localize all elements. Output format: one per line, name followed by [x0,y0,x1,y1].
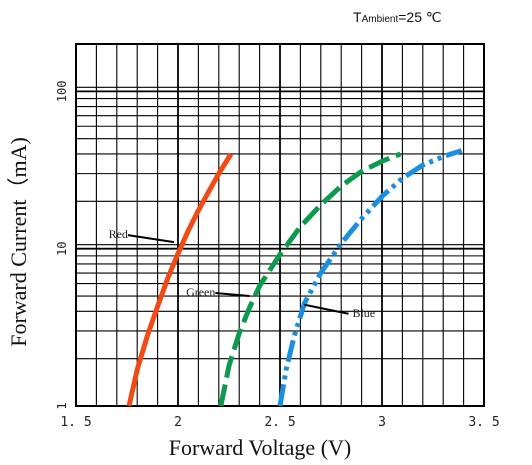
annotation-leader-red [127,234,175,244]
annotations: Red Green Blue [109,227,376,320]
x-axis-title: Forward Voltage (V) [169,435,352,460]
x-tick-labels: 1. 5 2 2. 5 3 3. 5 [60,415,499,430]
y-tick-labels: 1 10 100 [55,81,69,410]
annotation-blue: Blue [352,306,375,320]
annotation-green: Green [186,285,215,299]
condition-value: =25 ℃ [398,9,441,25]
annotation-leader-green [215,292,250,298]
curve-red [126,152,234,407]
annotation-red: Red [109,227,128,241]
y-tick-label: 10 [55,241,69,255]
x-tick-label: 3 [378,415,386,430]
x-tick-label: 1. 5 [60,415,91,430]
curve-blue [277,148,463,407]
condition-label: TAmbient=25 ℃ [353,9,442,25]
curve-green [218,151,402,407]
grid [75,43,485,407]
x-tick-label: 2 [174,415,182,430]
condition-subscript: Ambient [362,14,399,25]
x-tick-label: 3. 5 [468,415,499,430]
curves [126,148,463,407]
condition-prefix: T [353,9,362,25]
annotation-leader-blue [304,303,349,315]
x-tick-label: 2. 5 [264,415,295,430]
y-tick-label: 1 [55,402,69,409]
y-axis-title: Forward Current（mA) [6,137,31,347]
y-tick-label: 100 [55,81,69,103]
